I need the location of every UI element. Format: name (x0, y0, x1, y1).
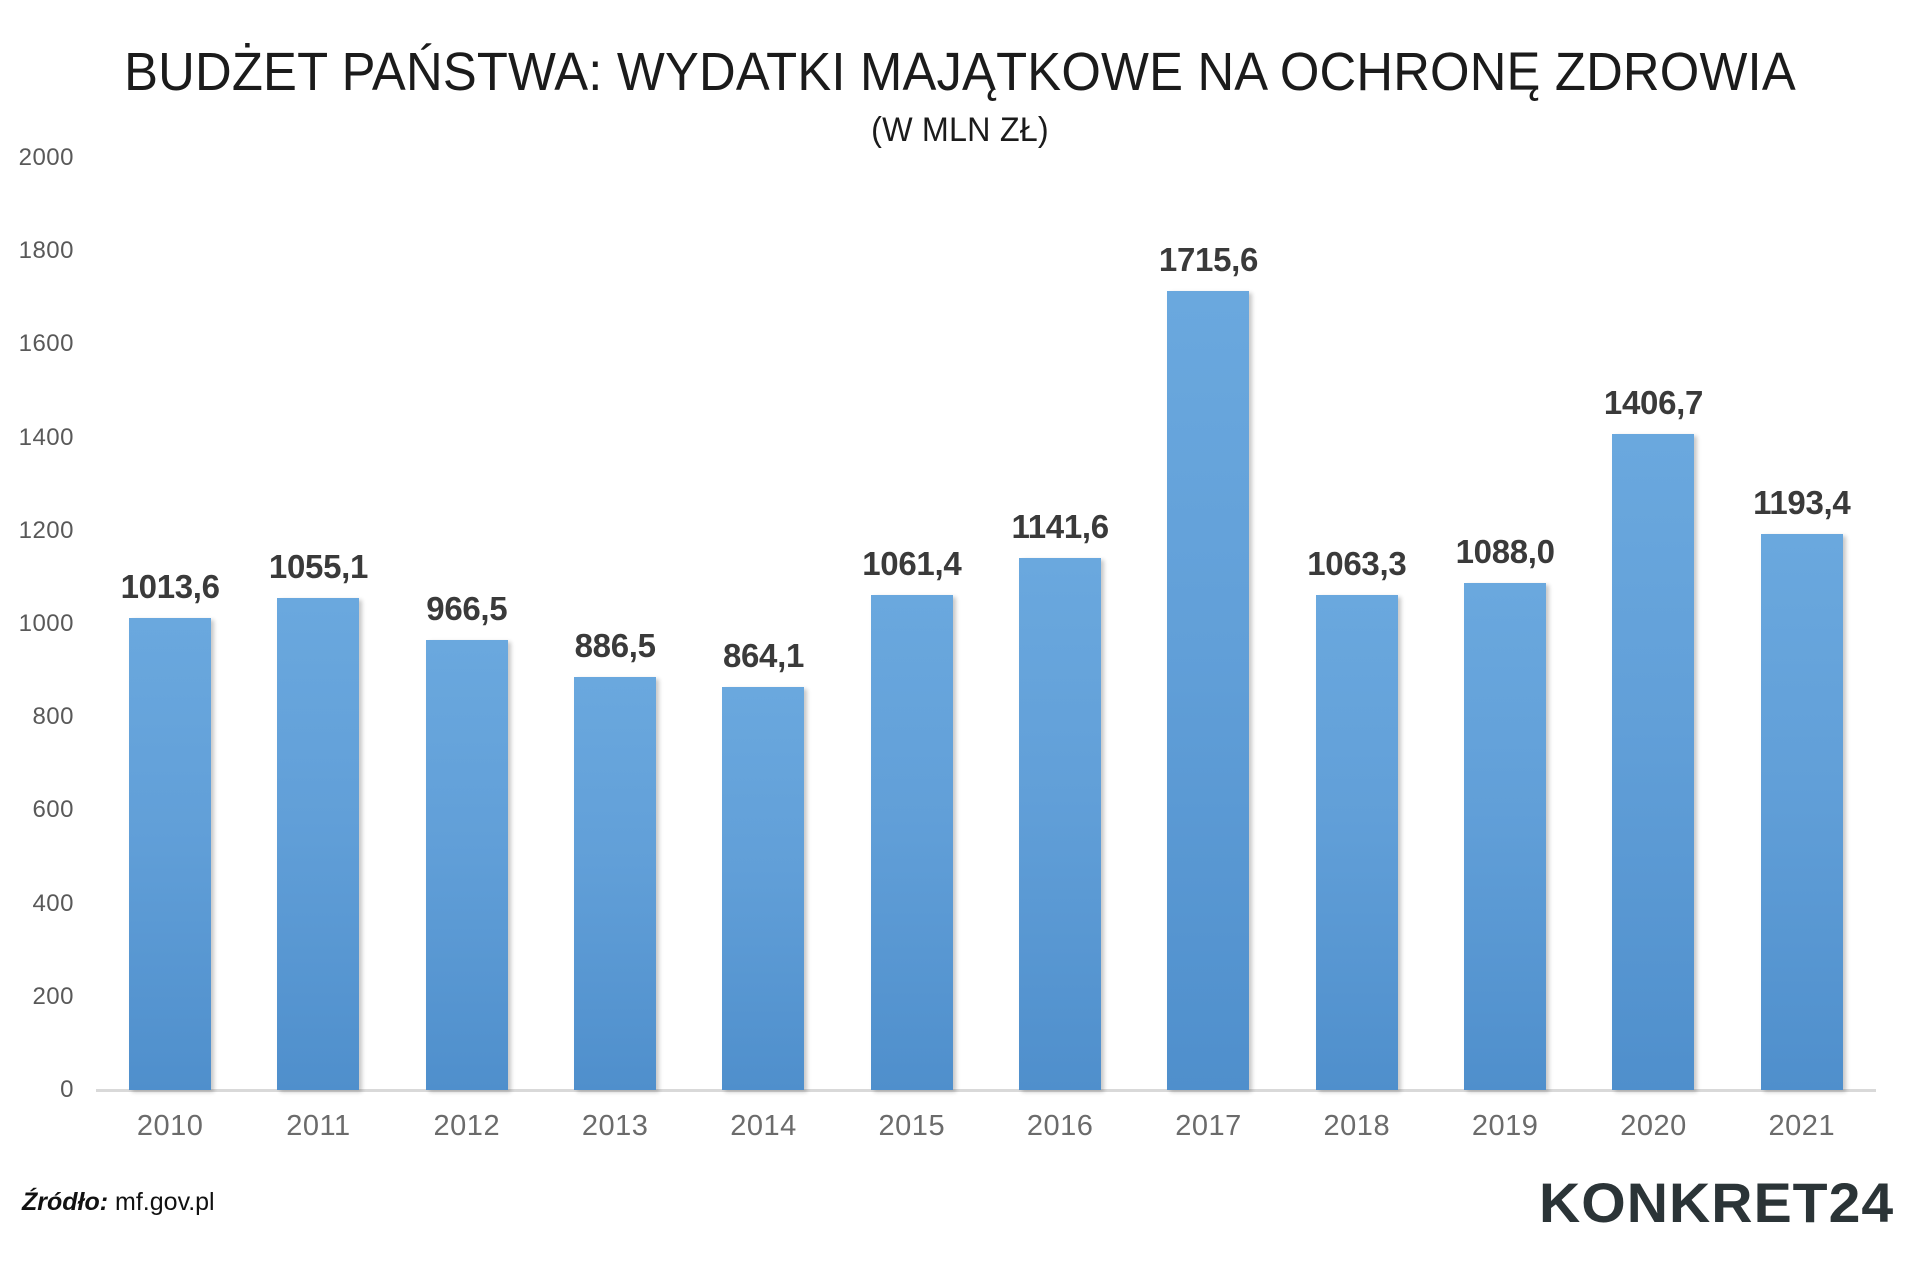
x-axis-category-2015: 2015 (878, 1110, 946, 1142)
x-axis-category-2021: 2021 (1768, 1110, 1836, 1142)
x-axis-category-2012: 2012 (433, 1110, 501, 1142)
x-axis-category-2020: 2020 (1620, 1110, 1687, 1142)
bar-slot: 1063,3 2018 (1283, 158, 1431, 1142)
bar-slot: 886,5 2013 (541, 158, 689, 1142)
bar-value-label: 864,1 (722, 637, 805, 675)
x-axis-category-2019: 2019 (1471, 1110, 1539, 1142)
bar-slot: 1193,4 2021 (1728, 158, 1876, 1142)
x-axis-category-2018: 2018 (1323, 1110, 1391, 1142)
y-axis-tick: 800 (32, 703, 74, 731)
x-axis-category-2014: 2014 (730, 1110, 797, 1142)
bar-2021[interactable] (1760, 533, 1843, 1090)
y-axis-tick: 1600 (18, 330, 74, 358)
y-axis-tick: 1800 (18, 237, 74, 265)
bar-value-label: 1055,1 (268, 548, 369, 586)
bar-slot: 1055,1 2011 (244, 158, 392, 1142)
source-value: mf.gov.pl (108, 1188, 215, 1216)
bar-slot: 1406,7 2020 (1579, 158, 1727, 1142)
x-axis-category-2010: 2010 (136, 1110, 204, 1142)
y-axis-tick: 400 (32, 889, 74, 917)
bar-2012[interactable] (425, 639, 508, 1090)
bar-2017[interactable] (1167, 290, 1250, 1090)
bar-2020[interactable] (1612, 434, 1695, 1090)
footer: Źródło: mf.gov.pl KONKRET24 (0, 1171, 1920, 1265)
page-title: BUDŻET PAŃSTWA: WYDATKI MAJĄTKOWE NA OCH… (124, 42, 1796, 102)
x-axis-category-2011: 2011 (286, 1110, 351, 1142)
bar-slot: 1061,4 2015 (838, 158, 986, 1142)
x-axis-category-2016: 2016 (1026, 1110, 1094, 1142)
bar-2018[interactable] (1315, 594, 1398, 1090)
bar-slot: 1088,0 2019 (1431, 158, 1579, 1142)
bar-2019[interactable] (1464, 583, 1547, 1090)
y-axis-tick: 1200 (18, 516, 74, 544)
y-axis-tick: 1400 (18, 423, 74, 451)
y-axis: 0 200 400 600 800 1000 1200 1400 1600 1800 2000 (0, 144, 92, 1103)
bar-slot: 966,5 2012 (393, 158, 541, 1142)
bar-value-label: 1193,4 (1753, 483, 1851, 521)
chart-subtitle: (W MLN ZŁ) (871, 111, 1049, 150)
x-axis-category-2013: 2013 (581, 1110, 649, 1142)
bar-slot: 864,1 2014 (689, 158, 837, 1142)
y-axis-tick: 1000 (18, 610, 74, 637)
bar-2011[interactable] (277, 598, 360, 1090)
bar-2013[interactable] (574, 676, 657, 1090)
bar-slot: 1715,6 2017 (1134, 158, 1282, 1142)
y-axis-tick: 2000 (18, 144, 74, 171)
bar-value-label: 1063,3 (1307, 544, 1407, 582)
y-axis-tick: 200 (32, 982, 74, 1010)
bar-value-label: 1406,7 (1603, 384, 1704, 422)
bar-value-label: 886,5 (574, 626, 656, 664)
bar-value-label: 1088,0 (1455, 533, 1555, 570)
x-axis-category-2017: 2017 (1175, 1110, 1242, 1142)
bar-value-label: 1141,6 (1011, 508, 1109, 546)
bar-value-label: 966,5 (426, 589, 508, 627)
bar-slot: 1013,6 2010 (96, 158, 244, 1142)
konkret24-logo: KONKRET24 (1538, 1171, 1894, 1234)
plot-area: 1013,6 2010 1055,1 2011 966,5 2012 886,5 2013 86… (96, 158, 1876, 1142)
bar-2010[interactable] (129, 617, 212, 1090)
bar-slot: 1141,6 2016 (986, 158, 1134, 1142)
bar-2014[interactable] (722, 687, 805, 1090)
source-label: Źródło: (22, 1188, 109, 1216)
bar-value-label: 1061,4 (862, 545, 962, 583)
bar-2016[interactable] (1019, 558, 1102, 1090)
source-note: Źródło: mf.gov.pl (22, 1188, 215, 1217)
bar-value-label: 1715,6 (1158, 240, 1259, 278)
bar-2015[interactable] (870, 595, 953, 1090)
y-axis-tick: 600 (32, 796, 74, 824)
bar-value-label: 1013,6 (120, 567, 220, 605)
x-axis-line (96, 1089, 1876, 1092)
title-block: BUDŻET PAŃSTWA: WYDATKI MAJĄTKOWE NA OCH… (0, 42, 1920, 150)
y-axis-tick: 0 (60, 1076, 74, 1103)
